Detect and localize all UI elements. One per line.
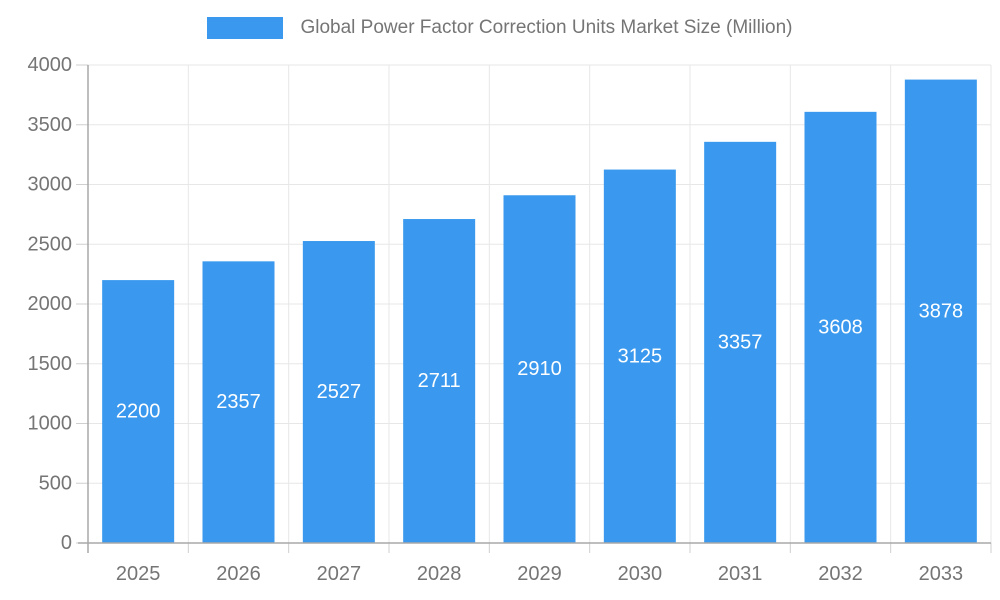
bar-value-label: 2200: [116, 401, 161, 423]
bar-value-label: 2527: [317, 381, 362, 403]
x-tick-label: 2025: [116, 563, 161, 585]
bar-value-label: 3357: [718, 331, 763, 353]
bar-2029[interactable]: [503, 195, 576, 543]
bar-value-label: 3125: [618, 345, 663, 367]
y-tick-label: 2000: [28, 293, 73, 315]
y-tick-label: 1500: [28, 353, 73, 375]
legend-label: Global Power Factor Correction Units Mar…: [300, 17, 793, 38]
y-tick-label: 4000: [28, 54, 73, 76]
bar-value-label: 2357: [216, 391, 261, 413]
bar-2031[interactable]: [704, 141, 777, 543]
bar-2030[interactable]: [603, 169, 676, 543]
x-tick-label: 2031: [718, 563, 763, 585]
bar-2025[interactable]: [102, 280, 175, 543]
bar-2028[interactable]: [403, 219, 476, 543]
bar-value-label: 3608: [818, 316, 863, 338]
legend[interactable]: Global Power Factor Correction Units Mar…: [0, 17, 1000, 39]
x-tick-label: 2028: [417, 563, 462, 585]
bar-2033[interactable]: [904, 79, 977, 543]
y-tick-label: 3000: [28, 174, 73, 196]
bar-2032[interactable]: [804, 111, 877, 544]
y-tick-label: 0: [61, 532, 72, 554]
x-tick-label: 2026: [216, 563, 261, 585]
y-tick-label: 1000: [28, 413, 73, 435]
x-tick-label: 2032: [818, 563, 863, 585]
y-tick-label: 3500: [28, 114, 73, 136]
y-tick-label: 500: [39, 472, 72, 494]
bar-value-label: 2711: [418, 370, 461, 392]
x-tick-label: 2027: [317, 563, 362, 585]
x-tick-label: 2030: [618, 563, 663, 585]
y-tick-label: 2500: [28, 233, 73, 255]
bar-value-label: 3878: [919, 300, 964, 322]
bar-2026[interactable]: [202, 261, 275, 543]
bar-value-label: 2910: [517, 358, 562, 380]
x-tick-label: 2033: [919, 563, 964, 585]
legend-swatch[interactable]: [207, 17, 284, 39]
x-tick-label: 2029: [517, 563, 562, 585]
bar-2027[interactable]: [302, 241, 375, 543]
